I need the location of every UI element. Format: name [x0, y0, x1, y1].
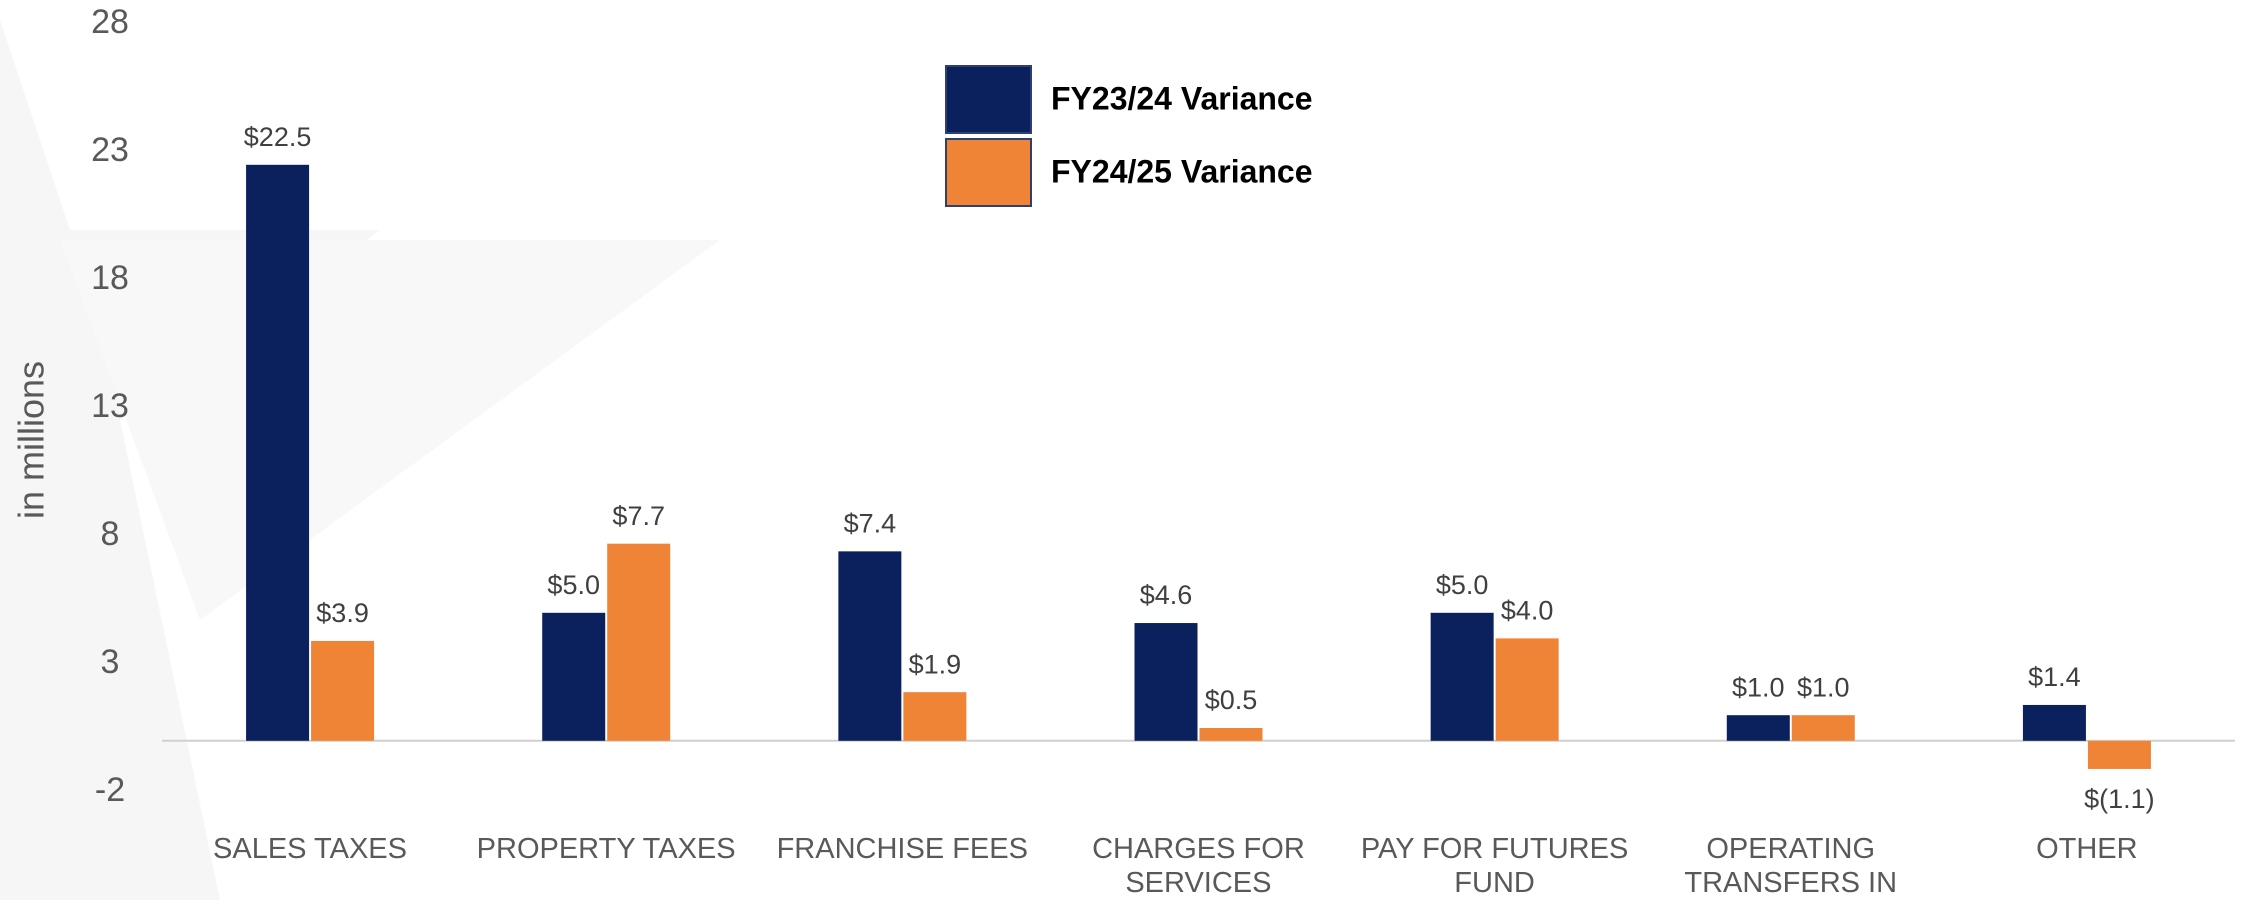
watermark [60, 240, 720, 620]
bar [1199, 728, 1263, 741]
value-label: $7.7 [612, 501, 665, 531]
y-tick-label: 18 [91, 259, 129, 297]
value-label: $3.9 [316, 598, 369, 628]
y-tick-label: -2 [95, 771, 125, 809]
bar [2087, 740, 2151, 769]
y-tick-label: 3 [101, 643, 120, 681]
value-label: $7.4 [844, 508, 897, 538]
bar [1495, 638, 1559, 741]
y-tick-label: 28 [91, 3, 129, 41]
x-tick-label: PROPERTY TAXES [476, 833, 736, 865]
bar [1726, 715, 1790, 741]
value-label: $1.0 [1732, 672, 1785, 702]
bar [1430, 612, 1494, 741]
bar [1134, 623, 1198, 741]
legend-label: FY24/25 Variance [1051, 153, 1313, 189]
y-axis-label: in millions [11, 361, 52, 519]
value-label: $0.5 [1205, 685, 1258, 715]
bar [903, 692, 967, 741]
bar [246, 164, 310, 741]
bar [311, 640, 375, 741]
value-label: $4.6 [1140, 580, 1193, 610]
value-label: $5.0 [1436, 570, 1489, 600]
x-tick-label: CHARGES FOR SERVICES [1092, 833, 1305, 899]
bar [838, 551, 902, 741]
x-tick-label: SALES TAXES [213, 833, 407, 865]
value-label: $1.4 [2028, 662, 2081, 692]
x-tick-label: FRANCHISE FEES [776, 833, 1028, 865]
value-label: $1.9 [909, 649, 962, 679]
y-tick-label: 13 [91, 387, 129, 425]
bar [2022, 704, 2086, 741]
x-tick-label: OTHER [2036, 833, 2138, 865]
value-label: $4.0 [1501, 596, 1554, 626]
legend-label: FY23/24 Variance [1051, 80, 1313, 116]
y-tick-label: 23 [91, 131, 129, 169]
value-label: $5.0 [547, 570, 600, 600]
bar [1791, 715, 1855, 741]
bar [607, 543, 671, 741]
bar [542, 612, 606, 741]
legend-swatch [945, 65, 1032, 134]
legend-swatch [945, 138, 1032, 207]
value-label: $1.0 [1797, 672, 1850, 702]
x-tick-label: PAY FOR FUTURES FUND [1360, 833, 1629, 899]
value-label: $(1.1) [2084, 784, 2155, 814]
y-tick-label: 8 [101, 515, 120, 553]
x-tick-label: OPERATING TRANSFERS IN [1684, 833, 1898, 899]
value-label: $22.5 [244, 122, 312, 152]
